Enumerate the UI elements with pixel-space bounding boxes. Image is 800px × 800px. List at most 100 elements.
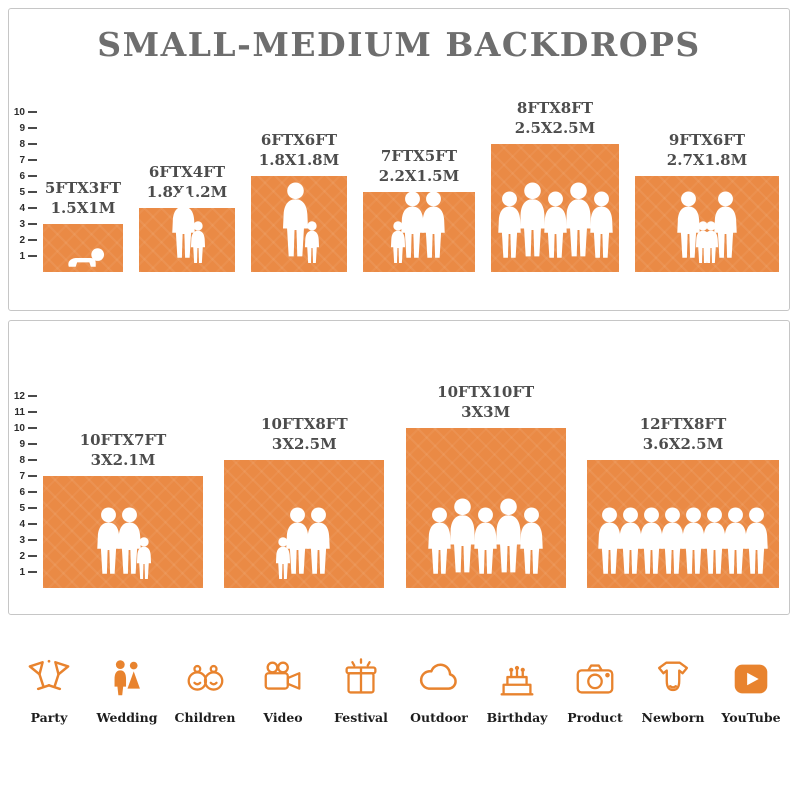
child-silhouette [136,537,152,579]
ruler-tick-mark [28,239,37,241]
youtube-icon [728,656,774,704]
category-label: Children [174,710,236,725]
ruler-tick-number: 9 [19,439,25,450]
adult-silhouette [724,507,747,574]
backdrop-item: 9FTX6FT 2.7X1.8M [635,131,779,272]
backdrop-rect [635,176,779,272]
panel-large: 1 2 3 4 5 6 7 8 9 10 11 12 10FTX7FT 3X2.1M 10FTX8FT 3X… [8,320,790,615]
ruler-tick-mark [28,555,37,557]
ruler-tick-number: 8 [19,455,25,466]
product-icon [572,656,618,704]
ruler-tick-number: 2 [19,235,25,246]
ruler-tick-number: 8 [19,139,25,150]
ruler-tick-mark [28,539,37,541]
category-label: Party [30,710,68,725]
ruler-tick-number: 1 [19,251,25,262]
panel-small-medium: SMALL-MEDIUM BACKDROPS 1 2 3 4 5 6 7 8 9 10 5FTX3… [8,8,790,311]
adult-silhouette [286,507,310,574]
backdrop-size-label: 6FTX6FT 1.8X1.8M [259,131,339,170]
silhouette-group [43,246,123,270]
child-silhouette [190,221,205,263]
backdrop-rect [43,224,123,272]
ruler-tick-number: 7 [19,471,25,482]
size-feet: 7FTX5FT [380,147,458,165]
category-row: Party Wedding Children Video Festival Outdoor… [14,656,786,725]
ruler-tick-mark [28,411,37,413]
backdrop-item: 5FTX3FT 1.5X1M [43,179,123,272]
adult-tall-silhouette [565,182,591,257]
backdrop-rect [491,144,619,272]
size-meters: 1.8X1.2M [146,182,228,201]
category-party: Party [14,656,84,725]
ruler-tick-mark [28,459,37,461]
ruler-tick-mark [28,207,37,209]
ruler: 1 2 3 4 5 6 7 8 9 10 [11,106,37,272]
size-feet: 8FTX8FT [516,99,594,117]
backdrop-item: 6FTX6FT 1.8X1.8M [251,131,347,272]
backdrop-size-label: 9FTX6FT 2.7X1.8M [667,131,747,170]
video-icon [260,656,306,704]
category-label: YouTube [721,710,781,725]
festival-icon [338,656,384,704]
adult-silhouette [682,507,705,574]
category-festival: Festival [326,656,396,725]
category-product: Product [560,656,630,725]
adult-silhouette [497,191,521,258]
party-icon [26,656,72,704]
size-feet: 5FTX3FT [44,179,122,197]
size-meters: 1.8X1.8M [258,150,340,169]
adult-silhouette [598,507,621,574]
backdrop-item: 7FTX5FT 2.2X1.5M [363,147,475,272]
size-feet: 6FTX4FT [148,163,226,181]
ruler-tick-number: 4 [19,519,25,530]
size-meters: 3X2.5M [271,434,337,453]
adult-silhouette [422,191,445,258]
ruler-tick-number: 3 [19,219,25,230]
ruler-tick-number: 5 [19,187,25,198]
size-feet: 12FTX8FT [639,415,727,433]
newborn-icon [650,656,696,704]
ruler-tick-number: 10 [13,423,25,434]
ruler-tick-mark [28,491,37,493]
silhouette-group [251,172,347,270]
ruler-tick-mark [28,475,37,477]
category-label: Outdoor [410,710,468,725]
size-feet: 9FTX6FT [668,131,746,149]
silhouette-group [587,498,779,586]
ruler-tick-number: 12 [13,391,25,402]
ruler-tick-mark [28,507,37,509]
silhouette-group [43,498,203,586]
adult-silhouette [745,507,768,574]
adult-tall-silhouette [496,498,522,573]
ruler-tick-number: 11 [14,407,25,418]
category-label: Birthday [486,710,548,725]
adult-tall-silhouette [450,498,476,573]
size-meters: 2.5X2.5M [514,118,596,137]
category-label: Video [263,710,303,725]
adult-silhouette [619,507,642,574]
backdrop-size-label: 7FTX5FT 2.2X1.5M [379,147,459,186]
adult-silhouette [97,507,120,574]
ruler-tick-mark [28,159,37,161]
backdrop-rect [224,460,385,588]
adult-silhouette [428,507,451,574]
adult-silhouette [703,507,726,574]
adult-silhouette [307,507,331,574]
backdrop-size-label: 10FTX7FT 3X2.1M [80,431,167,470]
ruler-tick-mark [28,175,37,177]
wedding-icon [104,656,150,704]
ruler-tick-number: 7 [19,155,25,166]
adult-tall-silhouette [519,182,545,257]
adult-silhouette [661,507,684,574]
silhouette-group [363,182,475,270]
backdrop-size-label: 5FTX3FT 1.5X1M [45,179,121,218]
child-silhouette [304,221,319,263]
size-meters: 3.6X2.5M [642,434,724,453]
ruler-tick-mark [28,255,37,257]
ruler-tick-number: 1 [19,567,25,578]
adult-silhouette [589,191,613,258]
ruler-tick-number: 4 [19,203,25,214]
ruler-tick-mark [28,143,37,145]
category-video: Video [248,656,318,725]
category-label: Festival [334,710,388,725]
